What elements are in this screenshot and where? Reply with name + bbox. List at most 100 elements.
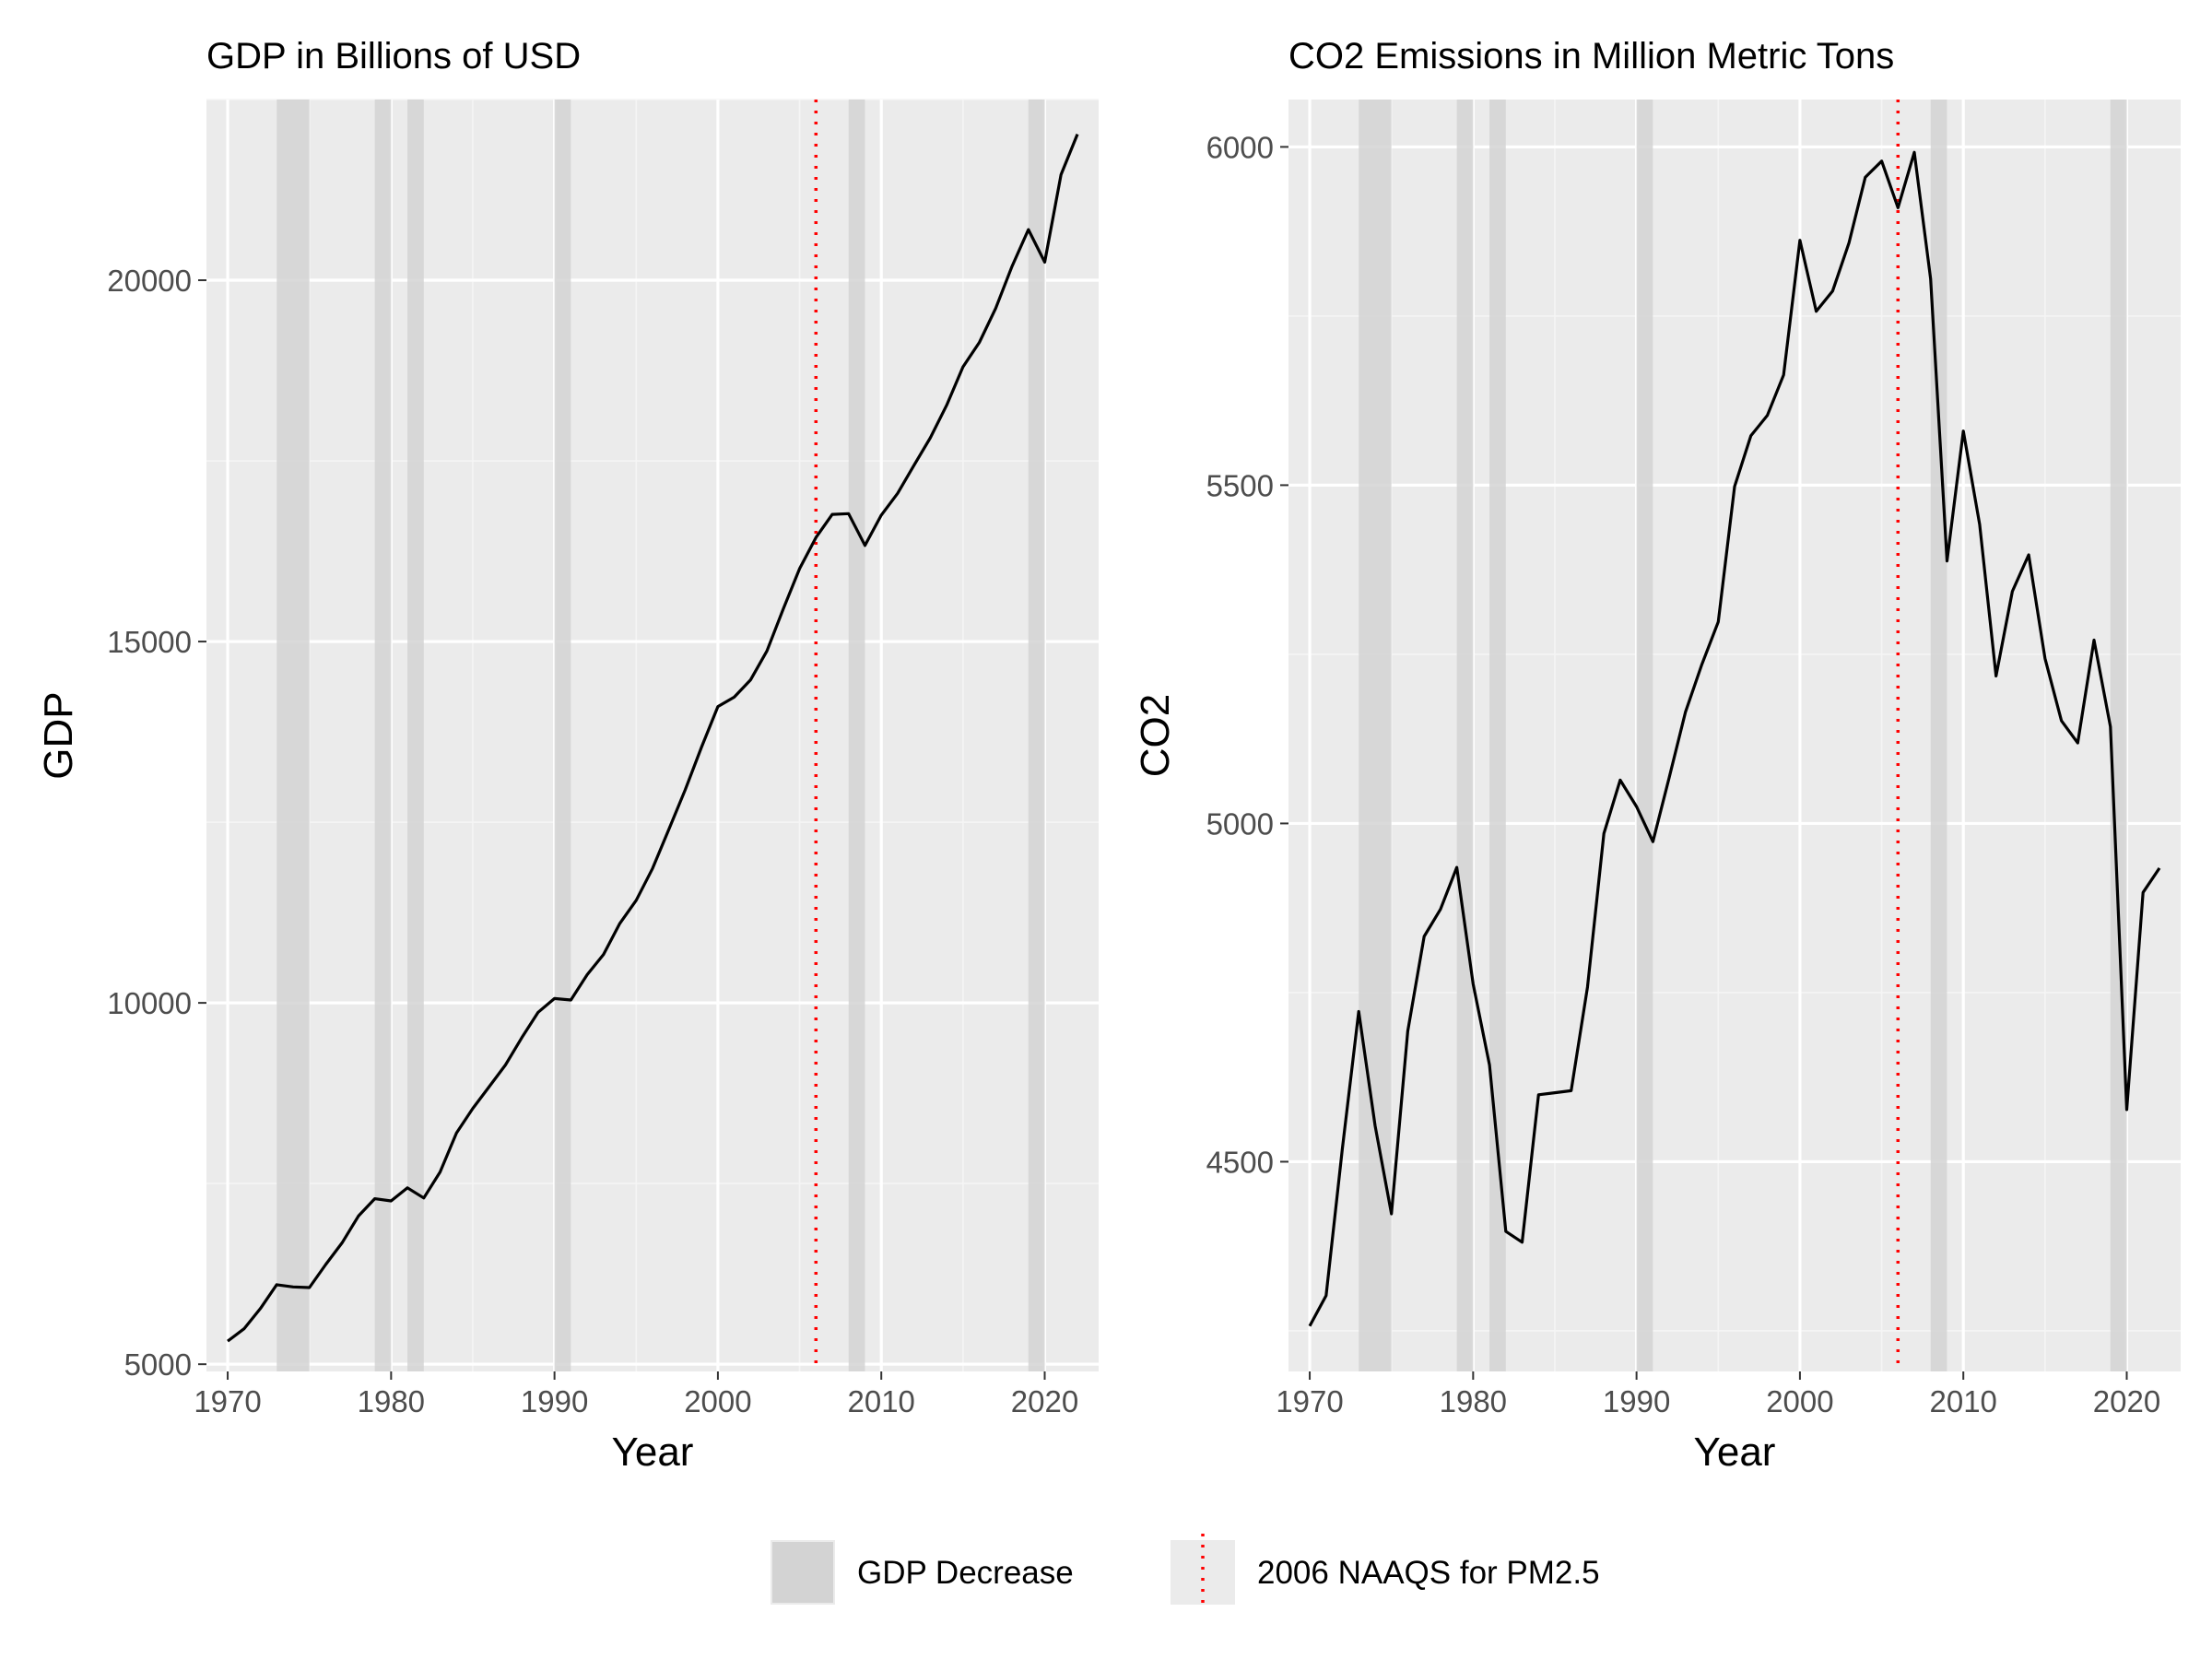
data-point (389, 1199, 393, 1203)
y-axis-title: CO2 (1133, 694, 1178, 777)
data-point (733, 695, 736, 699)
y-tick-label: 5000 (1206, 806, 1274, 841)
data-point (1765, 414, 1769, 418)
data-point (291, 1285, 295, 1288)
data-point (1439, 908, 1442, 912)
data-point (1536, 1093, 1540, 1097)
data-point (1847, 241, 1851, 245)
data-point (1308, 1324, 1312, 1328)
data-point (2076, 741, 2079, 745)
data-point (1504, 1230, 1508, 1233)
data-point (994, 307, 997, 311)
co2-panel: 1970 1980 1990 2000 2010 2020 4500 5000 5500 6000… (1133, 36, 2181, 1475)
gdp-decrease-band (374, 100, 392, 1371)
x-tick-label: 1970 (1276, 1384, 1343, 1418)
gdp-decrease-band (1636, 100, 1653, 1371)
data-point (896, 491, 900, 495)
data-point (765, 649, 769, 653)
x-tick-label: 2010 (847, 1384, 914, 1418)
data-point (814, 535, 818, 539)
y-tick-label: 5500 (1206, 468, 1274, 502)
data-point (1553, 1091, 1557, 1095)
x-tick-label: 2000 (684, 1384, 751, 1418)
data-point (454, 1131, 458, 1135)
data-point (1815, 310, 1818, 313)
data-point (406, 1186, 409, 1190)
data-point (961, 365, 965, 369)
data-point (1782, 373, 1785, 377)
data-point (1373, 1124, 1377, 1128)
data-point (1912, 150, 1916, 154)
data-point (1455, 865, 1459, 869)
panel-title: CO2 Emissions in Million Metric Tons (1288, 36, 1894, 76)
plot-panel-background (206, 100, 1099, 1371)
data-point (928, 436, 932, 440)
data-point (520, 1036, 524, 1040)
data-point (2027, 553, 2030, 557)
data-point (1570, 1088, 1573, 1092)
legend-key-naaqs (1171, 1540, 1235, 1605)
data-point (1027, 228, 1030, 231)
data-point (1471, 982, 1475, 985)
panel-title: GDP in Billions of USD (206, 36, 581, 76)
data-point (1896, 206, 1900, 209)
x-axis-title: Year (1694, 1430, 1776, 1475)
data-point (2092, 639, 2096, 642)
y-tick-label: 4500 (1206, 1145, 1274, 1179)
gdp-decrease-swatch (772, 1542, 833, 1603)
plot-panel-background (1288, 100, 2181, 1371)
data-point (536, 1010, 540, 1014)
data-point (2141, 890, 2145, 894)
x-tick-label: 2020 (2093, 1384, 2160, 1418)
data-point (847, 512, 851, 515)
data-point (700, 746, 703, 749)
data-point (1667, 776, 1671, 780)
gdp-decrease-band (1359, 100, 1392, 1371)
x-tick-label: 1990 (521, 1384, 588, 1418)
data-point (373, 1197, 377, 1201)
data-point (308, 1286, 312, 1289)
data-point (1961, 429, 1965, 433)
data-point (422, 1196, 426, 1200)
data-point (259, 1307, 263, 1311)
data-point (667, 828, 671, 831)
data-point (1749, 434, 1753, 438)
data-series-line (1308, 150, 2161, 1327)
data-point (978, 340, 982, 344)
data-point (1521, 1241, 1524, 1244)
gdp-decrease-band (407, 100, 424, 1371)
legend-label-naaqs: 2006 NAAQS for PM2.5 (1257, 1555, 1600, 1591)
data-point (553, 996, 557, 1000)
data-point (1488, 1063, 1491, 1066)
data-point (830, 512, 834, 516)
data-point (1635, 805, 1639, 808)
gdp-decrease-band (848, 100, 865, 1371)
gdp-decrease-band (1456, 100, 1474, 1371)
y-tick-label: 6000 (1206, 130, 1274, 164)
data-point (1042, 260, 1046, 264)
y-tick-label: 5000 (124, 1347, 192, 1382)
data-point (1798, 239, 1802, 242)
data-point (1864, 175, 1867, 179)
x-tick-label: 1980 (358, 1384, 425, 1418)
y-tick-label: 20000 (107, 264, 192, 298)
data-point (1406, 1030, 1409, 1033)
data-point (1716, 620, 1720, 624)
data-point (569, 998, 572, 1002)
data-point (2109, 724, 2112, 728)
data-point (1830, 289, 1834, 293)
legend-label-gdp-decrease: GDP Decrease (857, 1555, 1074, 1591)
data-point (651, 866, 654, 870)
data-point (1929, 277, 1933, 281)
gdp-panel: 1970 1980 1990 2000 2010 2020 5000 10000 15000 20… (36, 36, 1099, 1475)
data-point (1010, 265, 1014, 268)
x-tick-label: 2010 (1929, 1384, 1996, 1418)
data-point (2010, 590, 2014, 594)
gdp-decrease-band (276, 100, 310, 1371)
data-point (1978, 523, 1982, 526)
data-point (1076, 133, 1079, 136)
data-point (324, 1263, 327, 1266)
data-point (1700, 663, 1704, 666)
y-tick-label: 10000 (107, 986, 192, 1020)
data-point (2060, 719, 2064, 723)
